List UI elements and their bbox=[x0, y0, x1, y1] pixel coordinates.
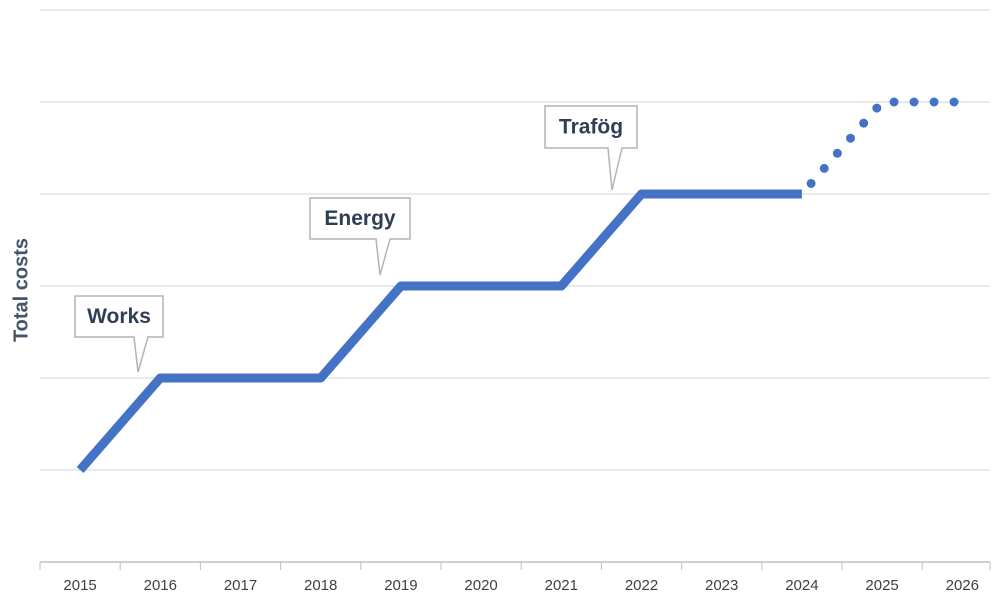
x-tick-label: 2016 bbox=[144, 577, 177, 594]
x-tick-label: 2021 bbox=[545, 577, 578, 594]
annotation-callout bbox=[74, 295, 164, 373]
annotation-text: Trafög bbox=[559, 116, 623, 139]
x-tick-label: 2020 bbox=[464, 577, 497, 594]
data-line bbox=[76, 189, 802, 473]
annotation-callout bbox=[544, 105, 638, 191]
x-tick-label: 2026 bbox=[946, 577, 979, 594]
x-tick-label: 2022 bbox=[625, 577, 658, 594]
x-tick-label: 2025 bbox=[865, 577, 898, 594]
x-tick-label: 2017 bbox=[224, 577, 257, 594]
annotation: Energy bbox=[309, 197, 411, 276]
x-tick-label: 2024 bbox=[785, 577, 818, 594]
annotation: Works bbox=[74, 295, 164, 373]
annotation-callout bbox=[309, 197, 411, 276]
data-line bbox=[797, 97, 967, 199]
x-tick-label: 2015 bbox=[63, 577, 96, 594]
y-axis-label: Total costs bbox=[10, 238, 32, 342]
x-tick-label: 2019 bbox=[384, 577, 417, 594]
annotation-text: Works bbox=[87, 305, 151, 328]
x-tick-label: 2023 bbox=[705, 577, 738, 594]
x-tick-label: 2018 bbox=[304, 577, 337, 594]
annotation: Trafög bbox=[544, 105, 638, 191]
annotation-text: Energy bbox=[324, 207, 396, 230]
